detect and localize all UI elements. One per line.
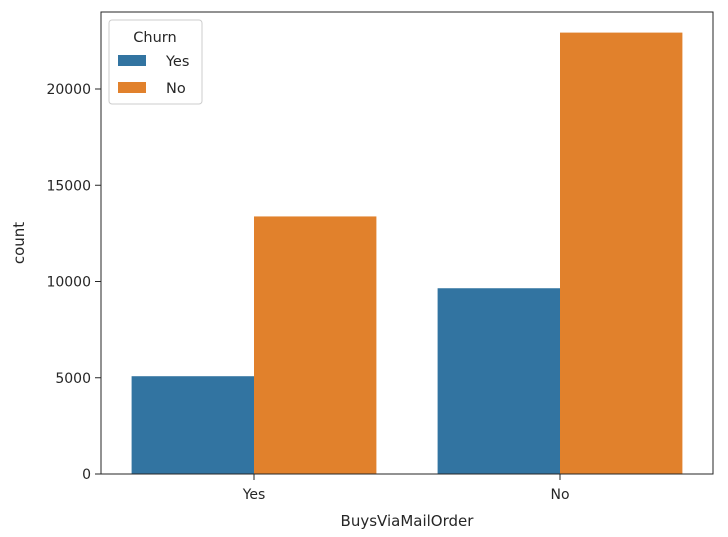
bar-yes-no bbox=[254, 216, 377, 474]
x-axis-ticks: Yes No bbox=[242, 474, 570, 503]
bar-yes-yes bbox=[131, 376, 254, 474]
legend-title: Churn bbox=[133, 30, 176, 46]
y-tick-label: 20000 bbox=[46, 82, 91, 98]
y-axis-ticks: 0 5000 10000 15000 20000 bbox=[46, 82, 101, 483]
bars-group bbox=[131, 32, 683, 474]
bar-no-yes bbox=[437, 288, 560, 474]
x-tick-label: No bbox=[550, 487, 569, 503]
bar-no-no bbox=[560, 32, 683, 474]
y-axis-label: count bbox=[10, 222, 28, 264]
y-tick-label: 5000 bbox=[55, 371, 91, 387]
legend-swatch-no bbox=[118, 82, 146, 93]
legend-swatch-yes bbox=[118, 55, 146, 66]
x-axis-label: BuysViaMailOrder bbox=[341, 512, 475, 530]
y-tick-label: 10000 bbox=[46, 275, 91, 291]
y-tick-label: 0 bbox=[82, 467, 91, 483]
x-tick-label: Yes bbox=[242, 487, 266, 503]
legend-label-no: No bbox=[166, 81, 186, 97]
legend: Churn Yes No bbox=[108, 19, 203, 105]
y-tick-label: 15000 bbox=[46, 178, 91, 194]
legend-label-yes: Yes bbox=[165, 54, 189, 70]
plot-frame bbox=[100, 11, 714, 475]
